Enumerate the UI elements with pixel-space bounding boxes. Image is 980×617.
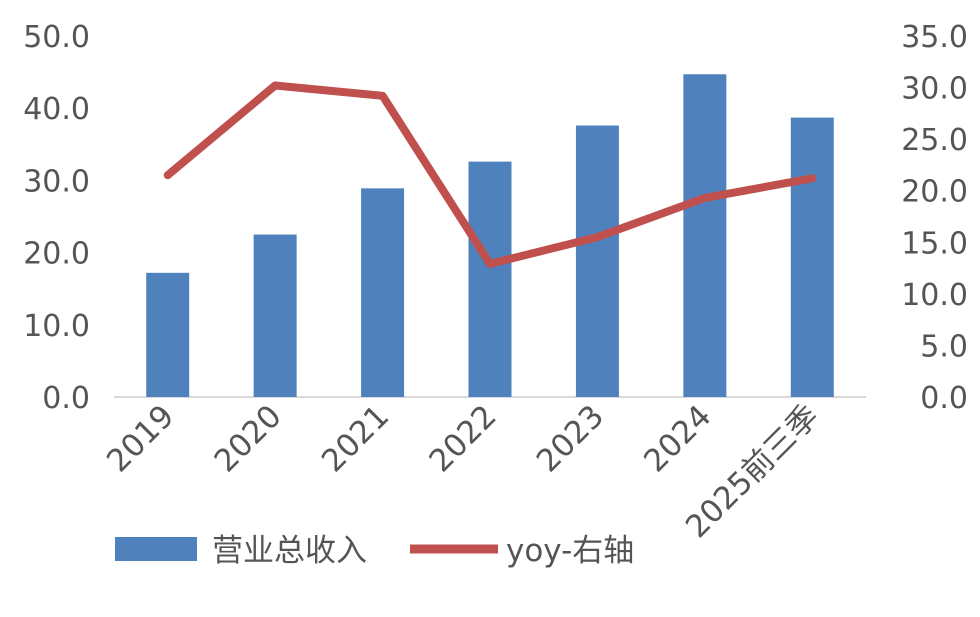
- left-axis-tick-label: 20.0: [23, 237, 90, 272]
- left-axis-tick-label: 40.0: [23, 92, 90, 127]
- category-label: 2020: [208, 398, 289, 479]
- category-label: 2022: [422, 398, 503, 479]
- right-axis-tick-label: 15.0: [901, 226, 968, 261]
- category-label: 2024: [637, 398, 718, 479]
- left-axis-tick-label: 10.0: [23, 309, 90, 344]
- bar: [575, 125, 619, 397]
- legend: 营业总收入 yoy-右轴: [115, 533, 634, 569]
- category-label: 2023: [530, 398, 611, 479]
- right-axis-tick-label: 25.0: [901, 123, 968, 158]
- yoy-line: [163, 81, 817, 268]
- left-axis: 0.0 10.0 20.0 30.0 40.0 50.0: [23, 20, 90, 416]
- bar-series: [146, 74, 834, 398]
- category-label: 2021: [315, 398, 396, 479]
- legend-swatch-bar: [115, 537, 197, 561]
- category-label: 2019: [100, 398, 181, 479]
- right-axis-tick-label: 5.0: [920, 329, 968, 364]
- bar: [790, 117, 834, 397]
- left-axis-tick-label: 0.0: [42, 381, 90, 416]
- legend-label-bar: 营业总收入: [212, 533, 367, 569]
- right-axis-tick-label: 10.0: [901, 278, 968, 313]
- legend-label-line: yoy-右轴: [506, 533, 634, 569]
- bar: [361, 188, 405, 397]
- bar: [683, 74, 727, 398]
- bar: [253, 234, 297, 397]
- bar: [468, 161, 512, 397]
- line-series: [163, 81, 817, 268]
- right-axis-tick-label: 35.0: [901, 20, 968, 55]
- right-axis-tick-label: 20.0: [901, 175, 968, 210]
- right-axis-tick-label: 30.0: [901, 72, 968, 107]
- left-axis-tick-label: 30.0: [23, 164, 90, 199]
- right-axis-tick-label: 0.0: [920, 381, 968, 416]
- bar: [146, 272, 190, 397]
- right-axis: 0.0 5.0 10.0 15.0 20.0 25.0 30.0 35.0: [901, 20, 968, 416]
- left-axis-tick-label: 50.0: [23, 20, 90, 55]
